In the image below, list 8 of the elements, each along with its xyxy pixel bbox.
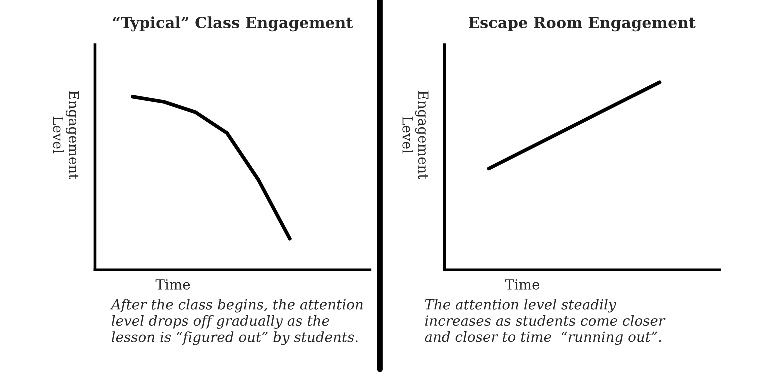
- y-axis-title: Engagement Level: [53, 91, 80, 180]
- x-axis-title: Time: [156, 279, 190, 290]
- text: The attention level steadily increases as students come closer and closer to time “running out”.: [425, 299, 666, 346]
- chart-title: Escape Room Engagement: [469, 17, 696, 32]
- y-axis-title: Engagement Level: [402, 91, 429, 180]
- text: After the class begins, the attention level drops off gradually as the lesson is “figured out” by students.: [110, 299, 363, 346]
- chart-title: “Typical” Class Engagement: [113, 16, 354, 32]
- x-axis-title: Time: [505, 279, 540, 290]
